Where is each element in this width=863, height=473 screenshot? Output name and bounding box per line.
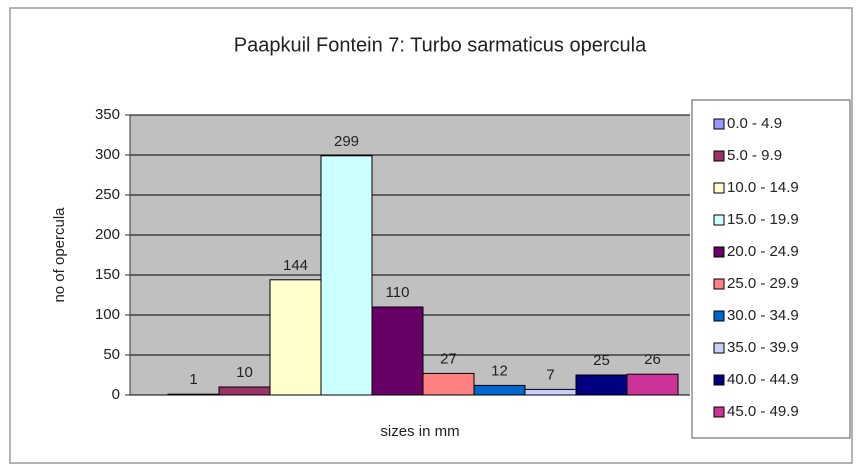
bar xyxy=(473,384,526,396)
bar xyxy=(575,374,628,396)
legend-swatch xyxy=(713,182,725,194)
chart-title: Paapkuil Fontein 7: Turbo sarmaticus ope… xyxy=(234,34,647,56)
y-tick-label: 100 xyxy=(95,306,120,323)
y-tick-label: 150 xyxy=(95,266,120,283)
bar xyxy=(422,372,475,396)
y-tick-label: 350 xyxy=(95,106,120,123)
data-label: 10 xyxy=(236,364,253,381)
bar xyxy=(269,279,322,396)
legend-label: 15.0 - 19.9 xyxy=(727,211,799,228)
bar xyxy=(524,388,577,396)
legend-label: 40.0 - 44.9 xyxy=(727,371,799,388)
y-tick-label: 50 xyxy=(103,346,120,363)
y-tick-label: 200 xyxy=(95,226,120,243)
y-tick-label: 0 xyxy=(112,386,120,403)
legend-label: 20.0 - 24.9 xyxy=(727,243,799,260)
legend-swatch xyxy=(713,374,725,386)
data-label: 144 xyxy=(283,257,308,274)
legend-label: 10.0 - 14.9 xyxy=(727,179,799,196)
legend-swatch xyxy=(713,310,725,322)
legend-swatch xyxy=(713,150,725,162)
legend-swatch xyxy=(713,342,725,354)
legend-label: 45.0 - 49.9 xyxy=(727,403,799,420)
data-label: 7 xyxy=(546,366,554,383)
data-label: 27 xyxy=(440,350,457,367)
legend-label: 35.0 - 39.9 xyxy=(727,339,799,356)
legend-swatch xyxy=(713,278,725,290)
legend-label: 25.0 - 29.9 xyxy=(727,275,799,292)
x-axis-label: sizes in mm xyxy=(380,423,459,440)
legend-label: 5.0 - 9.9 xyxy=(727,147,782,164)
data-label: 12 xyxy=(491,362,508,379)
data-label: 299 xyxy=(334,133,359,150)
legend-label: 30.0 - 34.9 xyxy=(727,307,799,324)
y-tick-label: 300 xyxy=(95,146,120,163)
bar xyxy=(218,386,271,396)
data-label: 26 xyxy=(644,351,661,368)
data-label: 110 xyxy=(386,284,410,301)
bar xyxy=(371,306,424,396)
y-axis-label: no of opercula xyxy=(51,207,68,303)
legend-swatch xyxy=(713,246,725,258)
bar xyxy=(167,393,220,396)
bar xyxy=(626,373,679,396)
legend-label: 0.0 - 4.9 xyxy=(727,115,782,132)
data-label: 1 xyxy=(189,371,197,388)
bar xyxy=(320,155,373,396)
legend-swatch xyxy=(713,406,725,418)
legend-swatch xyxy=(713,118,725,130)
data-label: 25 xyxy=(593,352,610,369)
y-tick-label: 250 xyxy=(95,186,120,203)
legend-swatch xyxy=(713,214,725,226)
